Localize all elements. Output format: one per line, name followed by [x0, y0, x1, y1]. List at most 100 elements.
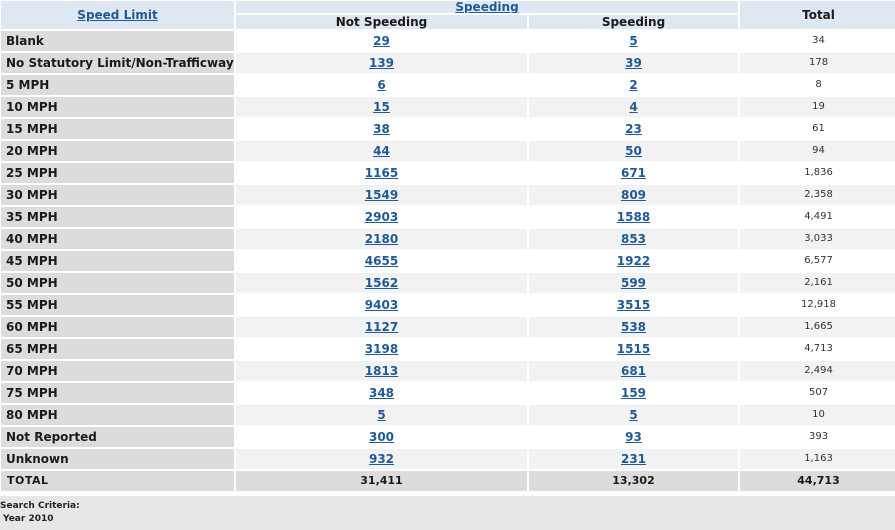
not-speeding-cell: 44	[236, 141, 527, 161]
table-row: 25 MPH 1165 671 1,836	[1, 163, 895, 183]
speeding-cell: 599	[529, 273, 739, 293]
not-speeding-link[interactable]: 44	[373, 144, 390, 158]
speeding-link[interactable]: 159	[620, 386, 647, 400]
table-row: 50 MPH 1562 599 2,161	[1, 273, 895, 293]
row-speed-limit-label: Blank	[1, 31, 234, 51]
not-speeding-link[interactable]: 1562	[364, 276, 399, 290]
not-speeding-link[interactable]: 348	[368, 386, 395, 400]
not-speeding-cell: 1165	[236, 163, 527, 183]
row-total-cell: 2,494	[740, 361, 895, 381]
speeding-link[interactable]: 5	[629, 408, 638, 422]
speed-limit-sort-link[interactable]: Speed Limit	[77, 8, 158, 22]
speeding-link[interactable]: 50	[625, 144, 642, 158]
not-speeding-link[interactable]: 29	[373, 34, 390, 48]
not-speeding-link[interactable]: 1549	[364, 188, 399, 202]
speeding-link[interactable]: 4	[629, 100, 638, 114]
table-row: 10 MPH 15 4 19	[1, 97, 895, 117]
speeding-link[interactable]: 23	[625, 122, 642, 136]
speeding-link[interactable]: 5	[629, 34, 638, 48]
not-speeding-cell: 9403	[236, 295, 527, 315]
not-speeding-cell: 38	[236, 119, 527, 139]
header-speed-limit: Speed Limit	[1, 1, 234, 29]
row-speed-limit-label: 80 MPH	[1, 405, 234, 425]
not-speeding-link[interactable]: 15	[373, 100, 390, 114]
table-row: 55 MPH 9403 3515 12,918	[1, 295, 895, 315]
not-speeding-link[interactable]: 300	[368, 430, 395, 444]
row-speed-limit-label: 50 MPH	[1, 273, 234, 293]
speeding-link[interactable]: 599	[620, 276, 647, 290]
speeding-link[interactable]: 1588	[616, 210, 651, 224]
not-speeding-cell: 300	[236, 427, 527, 447]
speeding-cell: 159	[529, 383, 738, 403]
not-speeding-link[interactable]: 4655	[364, 254, 399, 268]
not-speeding-link[interactable]: 2903	[364, 210, 399, 224]
not-speeding-link[interactable]: 932	[368, 452, 395, 466]
row-total-cell: 61	[812, 123, 825, 134]
speeding-cell: 853	[529, 229, 739, 249]
not-speeding-link[interactable]: 3198	[364, 342, 399, 356]
row-total-cell: 178	[740, 53, 895, 73]
speeding-cell: 23	[529, 119, 738, 139]
row-total-cell: 6,577	[804, 255, 833, 266]
row-total-cell: 12,918	[801, 299, 837, 310]
speeding-link[interactable]: 853	[620, 232, 647, 246]
table-row: Not Reported 300 93 393	[1, 427, 895, 447]
search-criteria-panel: Search Criteria: Year 2010	[0, 496, 895, 530]
not-speeding-cell: 139	[236, 53, 527, 73]
speeding-cell: 538	[529, 317, 739, 337]
row-speed-limit-label: 25 MPH	[1, 163, 234, 183]
not-speeding-link[interactable]: 38	[373, 122, 390, 136]
not-speeding-link[interactable]: 9403	[364, 298, 399, 312]
row-speed-limit-label: 15 MPH	[1, 119, 234, 139]
speeding-cell: 39	[529, 53, 739, 73]
speeding-cell: 2	[529, 75, 738, 95]
not-speeding-link[interactable]: 139	[368, 56, 395, 70]
row-speed-limit-label: 5 MPH	[1, 75, 234, 95]
table-row: 70 MPH 1813 681 2,494	[1, 361, 895, 381]
row-total-cell: 1,163	[740, 449, 895, 469]
row-speed-limit-label: 10 MPH	[1, 97, 234, 117]
not-speeding-cell: 932	[236, 449, 527, 469]
speeding-cell: 681	[529, 361, 739, 381]
row-speed-limit-label: 45 MPH	[1, 251, 234, 271]
header-total: Total	[740, 1, 895, 29]
not-speeding-cell: 1127	[236, 317, 527, 337]
row-total-cell: 34	[812, 35, 825, 46]
table-row: 5 MPH 6 2 8	[1, 75, 895, 95]
table-row: 75 MPH 348 159 507	[1, 383, 895, 403]
speeding-link[interactable]: 3515	[616, 298, 651, 312]
speeding-link[interactable]: 538	[620, 320, 647, 334]
table-row: 30 MPH 1549 809 2,358	[1, 185, 895, 205]
row-speed-limit-label: 35 MPH	[1, 207, 234, 227]
row-speed-limit-label: Not Reported	[1, 427, 234, 447]
speeding-sort-link[interactable]: Speeding	[455, 1, 519, 13]
not-speeding-link[interactable]: 1165	[364, 166, 399, 180]
total-speeding: 13,302	[529, 471, 739, 491]
not-speeding-cell: 348	[236, 383, 527, 403]
speeding-link[interactable]: 39	[625, 56, 642, 70]
speeding-cell: 50	[529, 141, 739, 161]
not-speeding-link[interactable]: 1127	[364, 320, 399, 334]
speeding-link[interactable]: 681	[620, 364, 647, 378]
speeding-cell: 3515	[529, 295, 738, 315]
not-speeding-link[interactable]: 2180	[364, 232, 399, 246]
speeding-link[interactable]: 231	[620, 452, 647, 466]
table-row: 80 MPH 5 5 10	[1, 405, 895, 425]
not-speeding-link[interactable]: 6	[377, 78, 386, 92]
speeding-cell: 5	[529, 405, 739, 425]
speeding-link[interactable]: 809	[620, 188, 647, 202]
speeding-link[interactable]: 671	[620, 166, 647, 180]
not-speeding-cell: 2180	[236, 229, 527, 249]
speeding-link[interactable]: 2	[629, 78, 638, 92]
speeding-link[interactable]: 93	[625, 430, 642, 444]
row-total-cell: 4,713	[804, 343, 833, 354]
speeding-link[interactable]: 1922	[616, 254, 651, 268]
table-row: Unknown 932 231 1,163	[1, 449, 895, 469]
not-speeding-link[interactable]: 5	[377, 408, 386, 422]
row-speed-limit-label: Unknown	[1, 449, 234, 469]
not-speeding-link[interactable]: 1813	[364, 364, 399, 378]
speeding-link[interactable]: 1515	[616, 342, 651, 356]
header-speeding: Speeding	[529, 15, 739, 29]
row-total-cell: 1,836	[804, 167, 833, 178]
search-criteria-title: Search Criteria:	[0, 501, 80, 511]
